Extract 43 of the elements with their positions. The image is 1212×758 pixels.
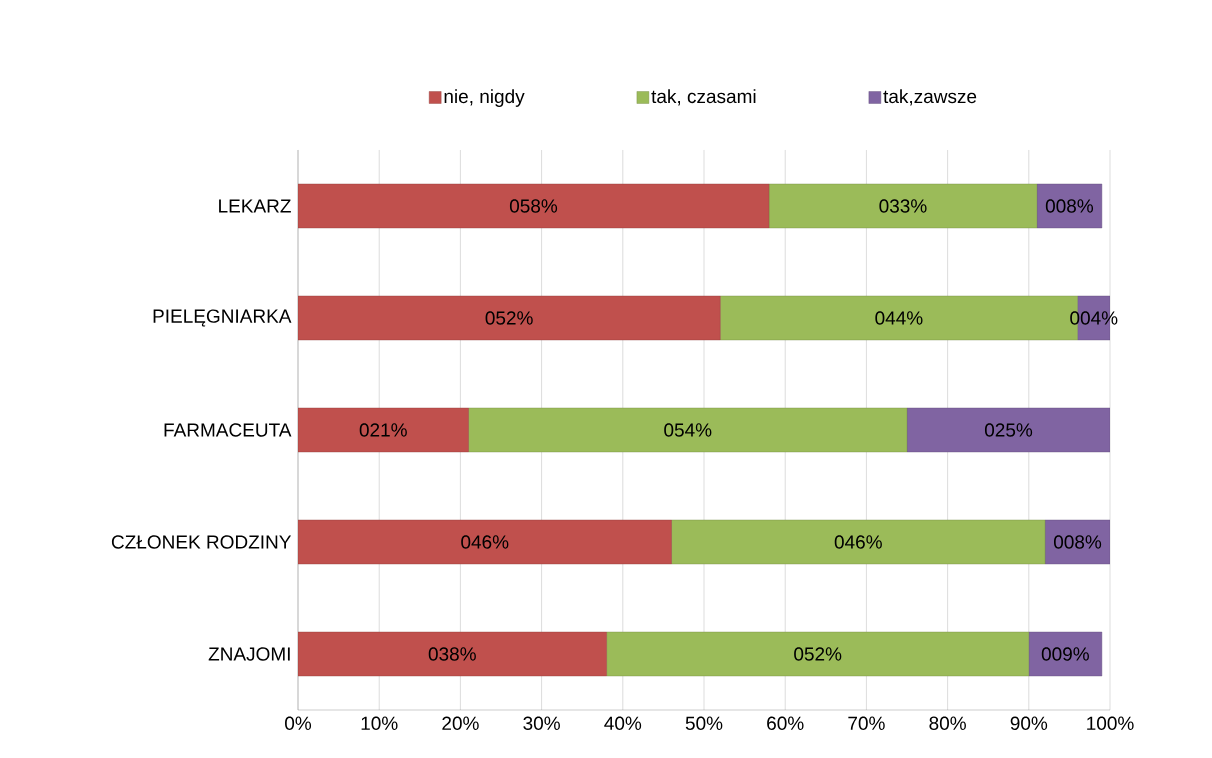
legend-label: tak, czasami [651, 89, 756, 106]
bar [298, 407, 469, 453]
legend-label: tak,zawsze [883, 89, 977, 106]
bar [606, 631, 1030, 677]
data-label: 054% [664, 423, 712, 437]
data-label: 009% [1041, 647, 1089, 661]
data-label: 038% [428, 647, 476, 661]
x-tick-label: 100% [1087, 716, 1134, 730]
x-tick-label: 90% [1010, 716, 1048, 730]
data-label: 052% [794, 647, 842, 661]
x-tick-label: 40% [604, 716, 642, 730]
legend-label: nie, nigdy [444, 89, 525, 107]
bar [298, 183, 770, 229]
x-tick-label: 60% [767, 716, 804, 730]
y-tick-label: FARMACEUTA [164, 423, 292, 437]
bar [298, 631, 607, 677]
x-tick-label: 70% [848, 716, 885, 730]
data-label: 008% [1045, 199, 1094, 213]
bar [768, 183, 1038, 229]
x-tick-label: 50% [685, 716, 723, 730]
bar [671, 519, 1046, 565]
data-label: 033% [879, 199, 927, 213]
data-label: 025% [984, 423, 1033, 437]
x-tick-label: 0% [285, 716, 312, 730]
bar [298, 519, 672, 565]
data-label: 044% [875, 311, 923, 325]
y-tick-label: ZNAJOMI [208, 647, 290, 661]
data-label: 058% [509, 199, 558, 213]
y-tick-label: PIELĘGNIARKA [153, 309, 292, 327]
y-tick-label: CZŁONEK RODZINY [111, 535, 292, 549]
bar [468, 407, 908, 453]
x-tick-label: 80% [929, 716, 966, 730]
data-label: 046% [834, 535, 882, 549]
data-label: 021% [359, 423, 407, 437]
bar [298, 295, 721, 341]
x-tick-label: 30% [523, 716, 560, 730]
data-label: 046% [461, 535, 509, 549]
data-label: 008% [1053, 535, 1102, 549]
x-tick-label: 20% [442, 716, 479, 730]
data-label: 052% [485, 311, 533, 325]
y-tick-label: LEKARZ [219, 199, 291, 213]
bar [906, 407, 1111, 453]
x-tick-label: 10% [361, 716, 398, 730]
